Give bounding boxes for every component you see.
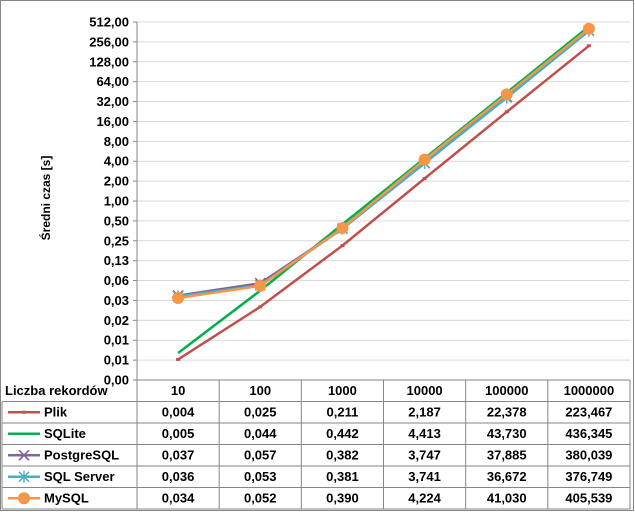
- x-category-label: 10: [171, 383, 185, 398]
- series-line-sqlite: [177, 25, 590, 354]
- table-header-label: Liczba rekordów: [5, 383, 108, 398]
- data-label: 0,004: [162, 405, 195, 420]
- y-tick-label: 0,00: [104, 373, 129, 388]
- legend-marker: [23, 433, 25, 435]
- data-label: 376,749: [565, 469, 612, 484]
- data-label: 0,052: [244, 491, 277, 506]
- data-label: 4,413: [408, 426, 441, 441]
- series-layer: [172, 22, 595, 361]
- x-category-label: 1000: [328, 383, 357, 398]
- data-label: 0,034: [162, 491, 195, 506]
- legend-marker: [22, 410, 26, 414]
- data-label: 41,030: [487, 491, 527, 506]
- data-label: 0,005: [162, 426, 195, 441]
- legend-label: MySQL: [44, 491, 89, 506]
- data-point: [254, 279, 267, 292]
- y-tick-label: 0,25: [104, 233, 129, 248]
- y-tick-label: 4,00: [104, 154, 129, 169]
- y-tick-label: 512,00: [89, 15, 129, 30]
- y-tick-label: 128,00: [89, 54, 129, 69]
- y-tick-label: 0,01: [104, 333, 129, 348]
- y-tick-label: 0,13: [104, 253, 129, 268]
- y-tick-label: 0,01: [104, 353, 129, 368]
- data-point: [336, 222, 349, 235]
- data-point: [500, 88, 513, 101]
- data-label: 405,539: [565, 491, 612, 506]
- legend-label: SQL Server: [44, 469, 115, 484]
- data-label: 0,025: [244, 405, 277, 420]
- data-label: 2,187: [408, 405, 441, 420]
- y-tick-label: 256,00: [89, 34, 129, 49]
- data-label: 0,036: [162, 469, 195, 484]
- data-label: 380,039: [565, 448, 612, 463]
- data-point: [418, 153, 431, 166]
- marker-stroke: [18, 449, 30, 461]
- grid-layer: [137, 21, 630, 381]
- data-label: 436,345: [565, 426, 612, 441]
- data-label: 0,057: [244, 448, 277, 463]
- data-label: 22,378: [487, 405, 527, 420]
- data-label: 4,224: [408, 491, 441, 506]
- legend-marker: [18, 492, 30, 505]
- x-category-label: 1000000: [564, 383, 615, 398]
- data-label: 0,381: [326, 469, 359, 484]
- data-point: [586, 44, 591, 48]
- series-line-sql-server: [177, 29, 590, 298]
- data-point: [582, 22, 595, 35]
- x-category-label: 10000: [407, 383, 443, 398]
- series-line-postgresql: [177, 29, 590, 297]
- data-point: [176, 357, 181, 361]
- data-label: 43,730: [487, 426, 527, 441]
- legend-label: PostgreSQL: [44, 448, 119, 463]
- data-label: 0,211: [327, 405, 359, 420]
- y-tick-label: 16,00: [96, 114, 129, 129]
- legend-label: SQLite: [44, 426, 86, 441]
- y-tick-label: 32,00: [96, 94, 129, 109]
- x-category-label: 100000: [485, 383, 528, 398]
- y-tick-label: 0,50: [104, 213, 129, 228]
- y-axis-title: Średni czas [s]: [38, 156, 53, 241]
- data-label: 3,741: [408, 469, 441, 484]
- data-label: 0,442: [326, 426, 359, 441]
- y-tick-label: 1,00: [104, 194, 129, 209]
- axis-layer: 0,00 0,01 0,01 0,02 0,03 0,06 0,13 0,25 0,50 1,00…: [89, 15, 138, 388]
- y-tick-label: 0,03: [104, 293, 129, 308]
- data-point: [177, 352, 179, 354]
- data-label: 0,044: [244, 426, 277, 441]
- y-tick-label: 64,00: [96, 74, 129, 89]
- y-tick-label: 8,00: [104, 134, 129, 149]
- data-point: [258, 305, 263, 309]
- data-point: [504, 110, 509, 114]
- data-label: 0,382: [326, 448, 359, 463]
- legend-marker: [18, 449, 30, 461]
- y-tick-label: 0,06: [104, 273, 129, 288]
- data-point: [172, 292, 185, 305]
- data-label: 0,390: [326, 491, 359, 506]
- series-line-plik: [177, 44, 590, 361]
- series-line-mysql: [177, 27, 590, 300]
- x-category-label: 100: [249, 383, 271, 398]
- data-point: [340, 244, 345, 248]
- data-point: [422, 177, 427, 181]
- legend-marker: [18, 470, 30, 483]
- data-table: Liczba rekordów 10 100 1000 10000 100000 10000…: [1, 379, 631, 510]
- data-label: 37,885: [487, 448, 527, 463]
- data-label: 223,467: [565, 405, 612, 420]
- data-label: 36,672: [487, 469, 527, 484]
- y-tick-label: 0,02: [104, 313, 129, 328]
- data-label: 0,037: [162, 448, 195, 463]
- data-label: 3,747: [408, 448, 441, 463]
- legend-label: Plik: [44, 405, 68, 420]
- data-label: 0,053: [244, 469, 277, 484]
- y-tick-label: 2,00: [104, 174, 129, 189]
